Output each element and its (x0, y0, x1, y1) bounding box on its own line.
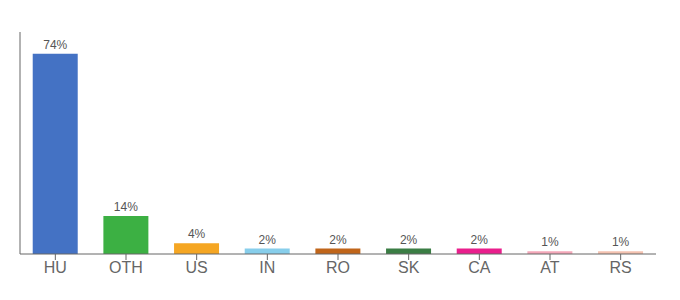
svg-text:2%: 2% (259, 233, 277, 247)
svg-text:AT: AT (540, 259, 559, 276)
svg-text:1%: 1% (612, 235, 630, 249)
svg-text:US: US (186, 259, 208, 276)
svg-text:SK: SK (398, 259, 420, 276)
svg-text:2%: 2% (471, 233, 489, 247)
svg-text:2%: 2% (329, 233, 347, 247)
svg-text:74%: 74% (43, 38, 67, 52)
svg-text:OTH: OTH (109, 259, 143, 276)
svg-text:CA: CA (468, 259, 491, 276)
svg-text:RO: RO (326, 259, 350, 276)
svg-text:RS: RS (610, 259, 632, 276)
svg-text:4%: 4% (188, 227, 206, 241)
svg-text:HU: HU (44, 259, 67, 276)
svg-text:14%: 14% (114, 200, 138, 214)
svg-text:2%: 2% (400, 233, 418, 247)
svg-text:IN: IN (259, 259, 275, 276)
svg-text:1%: 1% (541, 235, 559, 249)
